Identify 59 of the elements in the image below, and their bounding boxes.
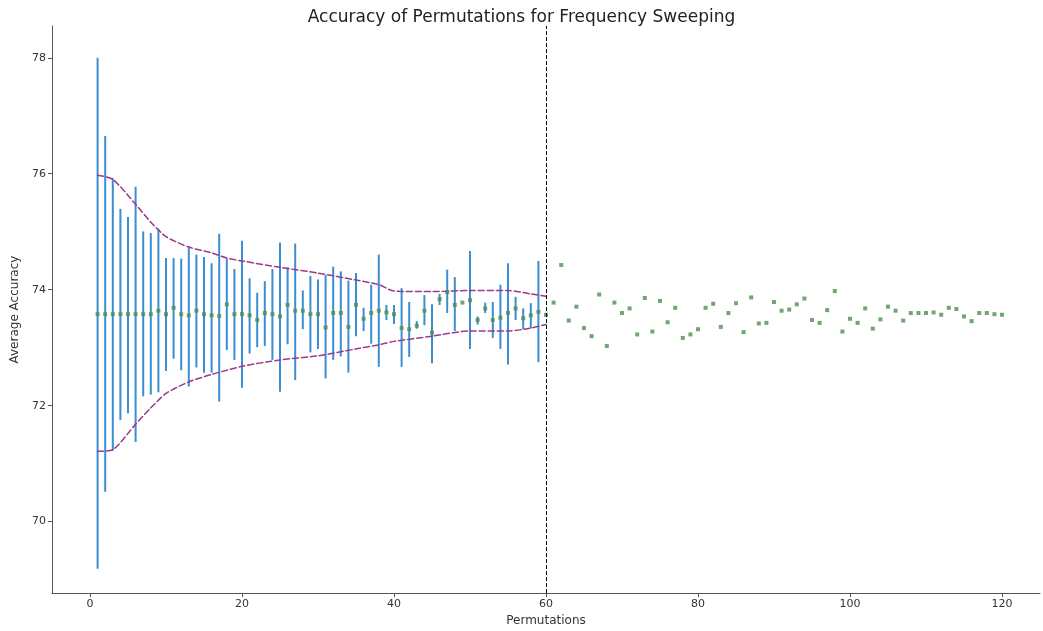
bar — [469, 251, 471, 349]
bar — [537, 260, 540, 363]
bar — [180, 258, 183, 371]
bar — [279, 242, 281, 392]
x-tick-label: 120 — [991, 597, 1013, 611]
y-tick-label: 72 — [32, 398, 46, 412]
x-tick-label: 20 — [235, 597, 249, 611]
bar — [157, 228, 160, 393]
bar — [263, 281, 266, 347]
bar — [218, 233, 221, 402]
bar — [446, 269, 449, 314]
bar — [248, 278, 251, 354]
bar — [195, 254, 198, 368]
x-tick-label: 40 — [387, 597, 401, 611]
bar — [127, 216, 129, 414]
y-tick-label: 74 — [32, 282, 46, 296]
x-tick-label: 60 — [539, 597, 553, 611]
bar — [317, 279, 319, 349]
bar — [271, 269, 274, 360]
bar — [134, 186, 137, 443]
x-axis-title: Permutations — [506, 613, 586, 627]
bar — [165, 258, 167, 371]
y-tick-label: 76 — [32, 167, 46, 181]
line-series — [96, 323, 547, 453]
bar — [400, 288, 403, 367]
y-tick-label: 70 — [32, 514, 46, 528]
bar — [507, 263, 509, 365]
y-tick-label: 78 — [32, 51, 46, 65]
bar — [119, 208, 122, 421]
bar — [339, 271, 342, 357]
y-axis-title: Average Accuracy — [7, 255, 21, 364]
bar — [187, 246, 190, 387]
bar — [142, 231, 145, 397]
bar — [370, 284, 373, 344]
bar — [377, 254, 380, 367]
bar — [225, 258, 228, 351]
bar — [96, 57, 99, 569]
line-series — [96, 174, 547, 297]
bar — [294, 243, 297, 381]
bar — [210, 263, 213, 373]
x-tick-label: 100 — [839, 597, 861, 611]
bar — [241, 240, 243, 388]
bar — [111, 178, 114, 451]
bar — [149, 233, 152, 395]
bar — [347, 280, 350, 373]
bar — [355, 273, 357, 337]
bar — [104, 135, 107, 492]
bar — [286, 267, 289, 345]
bar — [324, 274, 327, 379]
x-tick-label: 0 — [86, 597, 94, 611]
bar — [431, 304, 433, 364]
x-tick-label: 80 — [691, 597, 705, 611]
bar — [203, 256, 205, 373]
chart-title: Accuracy of Permutations for Frequency Sweeping — [307, 5, 736, 26]
bar — [233, 269, 236, 360]
bar — [256, 292, 259, 348]
bar — [172, 258, 175, 359]
bar — [309, 275, 312, 353]
bar — [332, 266, 335, 360]
